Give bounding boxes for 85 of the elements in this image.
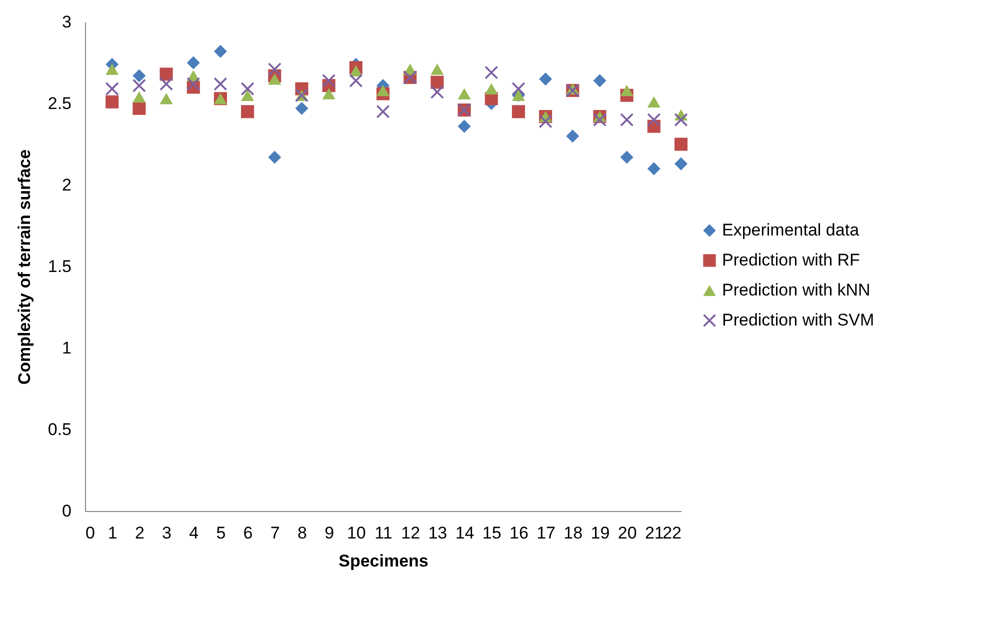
x-tick-label: 20 <box>618 524 637 542</box>
y-tick-label: 1 <box>62 338 72 358</box>
point <box>593 113 606 126</box>
legend-label: Experimental data <box>722 220 860 240</box>
point <box>430 86 444 99</box>
y-tick-label: 2.5 <box>48 94 72 113</box>
x-tick-label: 1 <box>108 524 118 542</box>
x-tick-label: 4 <box>189 524 199 542</box>
point <box>430 64 444 75</box>
x-tick-label: 10 <box>346 524 366 542</box>
x-tick-label: 16 <box>509 524 528 542</box>
point <box>214 44 227 58</box>
x-tick-label: 6 <box>243 524 253 542</box>
x-tick-label: 7 <box>270 524 280 542</box>
x-tick-label: 19 <box>590 524 610 542</box>
point <box>484 83 498 94</box>
point <box>106 64 119 75</box>
point <box>674 157 688 170</box>
x-tick-label: 13 <box>428 524 448 542</box>
point <box>349 74 362 88</box>
point <box>241 90 254 101</box>
point <box>106 95 119 108</box>
point <box>160 92 173 104</box>
point <box>539 72 552 86</box>
point <box>132 79 146 92</box>
x-tick-label: 3 <box>162 524 172 542</box>
point <box>458 88 471 100</box>
x-tick-label: 14 <box>455 524 474 542</box>
point <box>186 56 200 70</box>
x-tick-label: 12 <box>401 524 420 542</box>
point <box>268 73 282 85</box>
point <box>376 105 390 118</box>
x-tick-label: 2 <box>134 524 144 542</box>
y-axis-title: Complexity of terrain surface <box>14 149 34 385</box>
point <box>268 150 282 164</box>
x-tick-label: 17 <box>536 524 556 542</box>
point <box>430 76 444 89</box>
y-tick-label: 3 <box>62 12 72 32</box>
point <box>214 77 227 90</box>
legend-label: Prediction with RF <box>722 250 860 270</box>
point <box>132 91 146 103</box>
point <box>647 113 660 126</box>
x-tick-label: 18 <box>564 524 583 542</box>
point <box>376 84 390 96</box>
y-tick-label: 1.5 <box>48 257 72 276</box>
legend-label: Prediction with kNN <box>722 280 870 300</box>
x-tick-label: 22 <box>662 524 682 542</box>
point <box>241 82 254 96</box>
x-tick-label: 8 <box>297 524 307 542</box>
point <box>160 68 173 81</box>
y-tick-label: 0.5 <box>48 420 72 439</box>
x-tick-label: 0 <box>86 524 95 542</box>
legend-label: Prediction with SVM <box>722 310 874 330</box>
point <box>132 69 146 82</box>
point <box>132 102 146 115</box>
point <box>241 105 254 118</box>
point <box>268 62 282 76</box>
y-tick-label: 0 <box>62 502 72 520</box>
x-tick-label: 15 <box>482 524 502 542</box>
point <box>106 82 119 96</box>
point <box>458 120 471 133</box>
point <box>674 113 688 126</box>
x-tick-label: 9 <box>324 524 334 542</box>
point <box>593 74 606 88</box>
point <box>322 74 336 88</box>
x-tick-label: 11 <box>374 524 392 542</box>
point <box>484 66 498 80</box>
y-tick-label: 2 <box>62 176 72 194</box>
point <box>512 105 525 118</box>
point <box>620 150 634 164</box>
point <box>512 82 525 96</box>
point <box>566 130 580 143</box>
point <box>322 88 336 100</box>
point <box>620 84 634 96</box>
point <box>647 96 660 108</box>
point <box>186 77 200 90</box>
point <box>674 138 688 151</box>
point <box>539 114 552 128</box>
point <box>160 77 173 90</box>
x-axis-title: Specimens <box>338 552 428 570</box>
x-tick-label: 5 <box>216 524 226 542</box>
x-tick-label: 21 <box>644 524 664 542</box>
point <box>647 162 660 176</box>
point <box>295 102 308 115</box>
point <box>620 113 634 126</box>
